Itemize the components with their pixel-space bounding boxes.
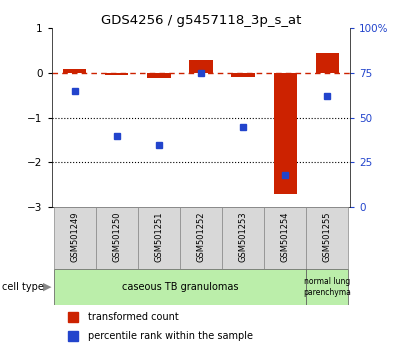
Text: ▶: ▶ (43, 282, 51, 292)
Text: GSM501253: GSM501253 (238, 211, 248, 262)
Text: GSM501255: GSM501255 (323, 211, 332, 262)
Bar (306, 269, 348, 305)
Bar (222, 207, 264, 269)
Bar (147, 73, 170, 78)
Bar (232, 73, 255, 76)
Text: transformed count: transformed count (88, 312, 178, 322)
Text: cell type: cell type (2, 282, 44, 292)
Bar (189, 59, 213, 73)
Text: GSM501250: GSM501250 (112, 211, 121, 262)
Bar (306, 207, 348, 269)
Text: caseous TB granulomas: caseous TB granulomas (122, 282, 238, 292)
Text: normal lung
parenchyma: normal lung parenchyma (303, 277, 351, 297)
Text: GSM501251: GSM501251 (154, 211, 164, 262)
Bar (105, 73, 129, 75)
Text: GSM501249: GSM501249 (70, 211, 79, 262)
Bar (273, 73, 297, 194)
Bar (96, 207, 138, 269)
Bar (54, 269, 306, 305)
Bar (63, 69, 86, 73)
Bar (316, 53, 339, 73)
Bar (54, 207, 96, 269)
Title: GDS4256 / g5457118_3p_s_at: GDS4256 / g5457118_3p_s_at (101, 14, 301, 27)
Text: GSM501254: GSM501254 (281, 211, 290, 262)
Bar (180, 207, 222, 269)
Bar (264, 207, 306, 269)
Bar (138, 207, 180, 269)
Text: GSM501252: GSM501252 (197, 211, 205, 262)
Text: percentile rank within the sample: percentile rank within the sample (88, 331, 253, 342)
